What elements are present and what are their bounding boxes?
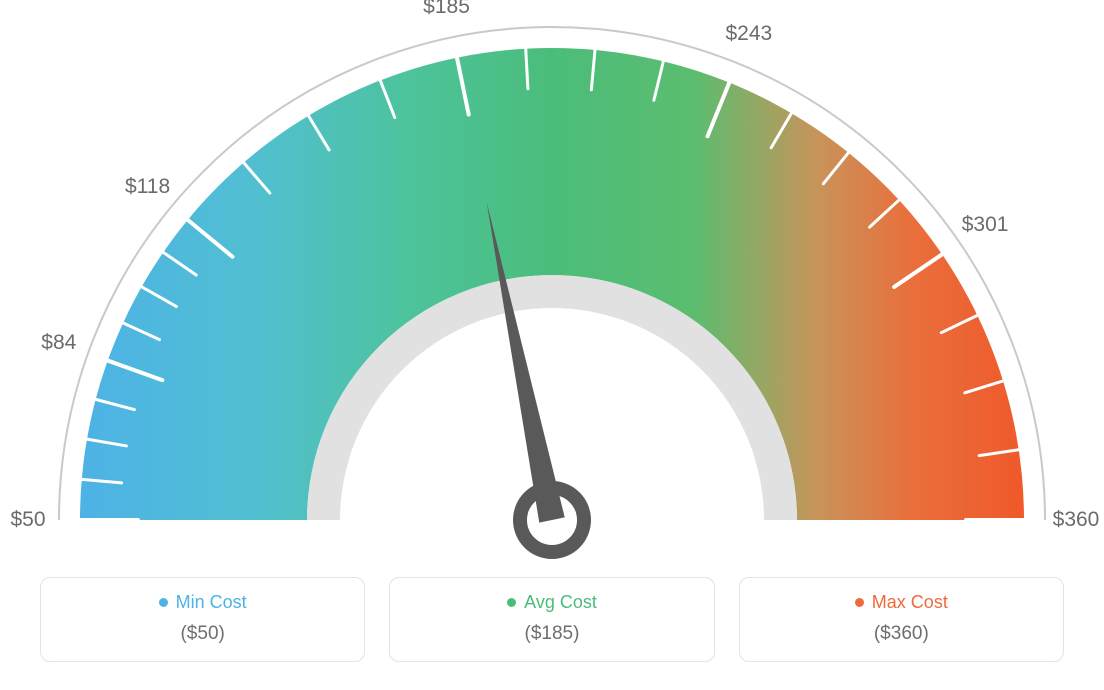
legend-value-min: ($50) xyxy=(180,623,224,645)
gauge-tick-label: $84 xyxy=(41,331,76,355)
legend-card-avg: Avg Cost ($185) xyxy=(389,577,714,662)
legend-title-min: Min Cost xyxy=(176,592,247,613)
gauge-tick-label: $185 xyxy=(423,0,470,19)
gauge-svg xyxy=(0,0,1104,560)
legend-dot-min xyxy=(159,598,168,607)
legend-dot-avg xyxy=(507,598,516,607)
legend-card-max: Max Cost ($360) xyxy=(739,577,1064,662)
legend-title-row: Avg Cost xyxy=(507,592,597,613)
legend-title-row: Max Cost xyxy=(855,592,948,613)
legend-value-max: ($360) xyxy=(874,623,929,645)
legend-row: Min Cost ($50) Avg Cost ($185) Max Cost … xyxy=(40,577,1064,662)
legend-value-avg: ($185) xyxy=(525,623,580,645)
cost-gauge-container: $50 $84 $118 $185 $243 $301 $360 Min Cost ($50… xyxy=(0,0,1104,690)
gauge-tick-label: $118 xyxy=(125,175,170,199)
legend-dot-max xyxy=(855,598,864,607)
legend-card-min: Min Cost ($50) xyxy=(40,577,365,662)
legend-title-row: Min Cost xyxy=(159,592,247,613)
legend-title-max: Max Cost xyxy=(872,592,948,613)
gauge-tick-label: $301 xyxy=(962,213,1009,237)
gauge-chart: $50 $84 $118 $185 $243 $301 $360 xyxy=(0,0,1104,560)
gauge-tick-label: $360 xyxy=(1053,508,1100,532)
legend-title-avg: Avg Cost xyxy=(524,592,597,613)
gauge-tick-label: $50 xyxy=(10,508,45,532)
gauge-tick-label: $243 xyxy=(725,22,772,46)
